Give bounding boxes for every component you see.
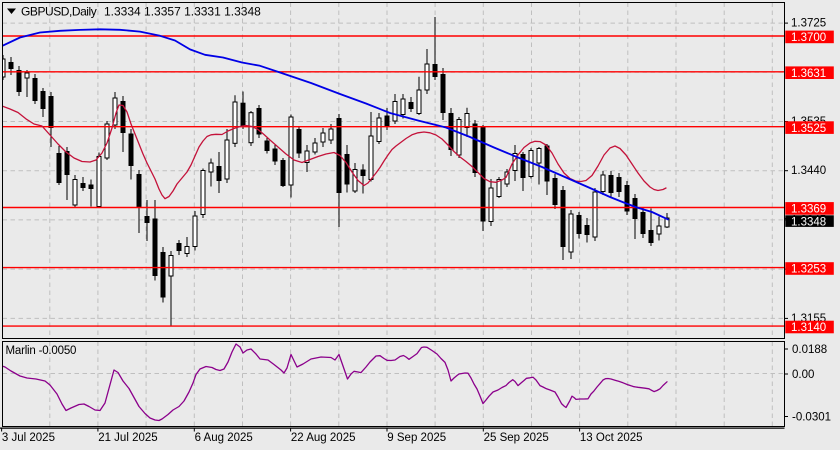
svg-text:0.0188: 0.0188: [792, 344, 827, 356]
svg-text:1.3369: 1.3369: [791, 204, 826, 216]
svg-text:0.00: 0.00: [792, 369, 814, 381]
svg-text:25 Sep 2025: 25 Sep 2025: [484, 432, 549, 444]
svg-text:1.3334 1.3357 1.3331 1.3348: 1.3334 1.3357 1.3331 1.3348: [104, 5, 261, 19]
svg-text:22 Aug 2025: 22 Aug 2025: [291, 432, 356, 444]
svg-text:6 Aug 2025: 6 Aug 2025: [195, 432, 253, 444]
svg-text:13 Oct 2025: 13 Oct 2025: [580, 432, 643, 444]
svg-text:9 Sep 2025: 9 Sep 2025: [387, 432, 446, 444]
svg-text:3 Jul 2025: 3 Jul 2025: [2, 432, 55, 444]
svg-text:1.3253: 1.3253: [791, 264, 826, 276]
svg-text:GBPUSD,Daily: GBPUSD,Daily: [21, 5, 97, 19]
svg-text:Marlin -0.0050: Marlin -0.0050: [6, 345, 77, 357]
svg-text:-0.0301: -0.0301: [792, 412, 831, 424]
svg-text:21 Jul 2025: 21 Jul 2025: [98, 432, 157, 444]
svg-text:1.3440: 1.3440: [791, 165, 826, 177]
svg-text:1.3631: 1.3631: [791, 68, 826, 80]
svg-text:1.3725: 1.3725: [791, 18, 826, 30]
svg-text:1.3140: 1.3140: [791, 322, 826, 334]
svg-text:1.3348: 1.3348: [791, 216, 826, 228]
svg-text:1.3525: 1.3525: [791, 123, 826, 135]
svg-text:1.3700: 1.3700: [791, 32, 826, 44]
